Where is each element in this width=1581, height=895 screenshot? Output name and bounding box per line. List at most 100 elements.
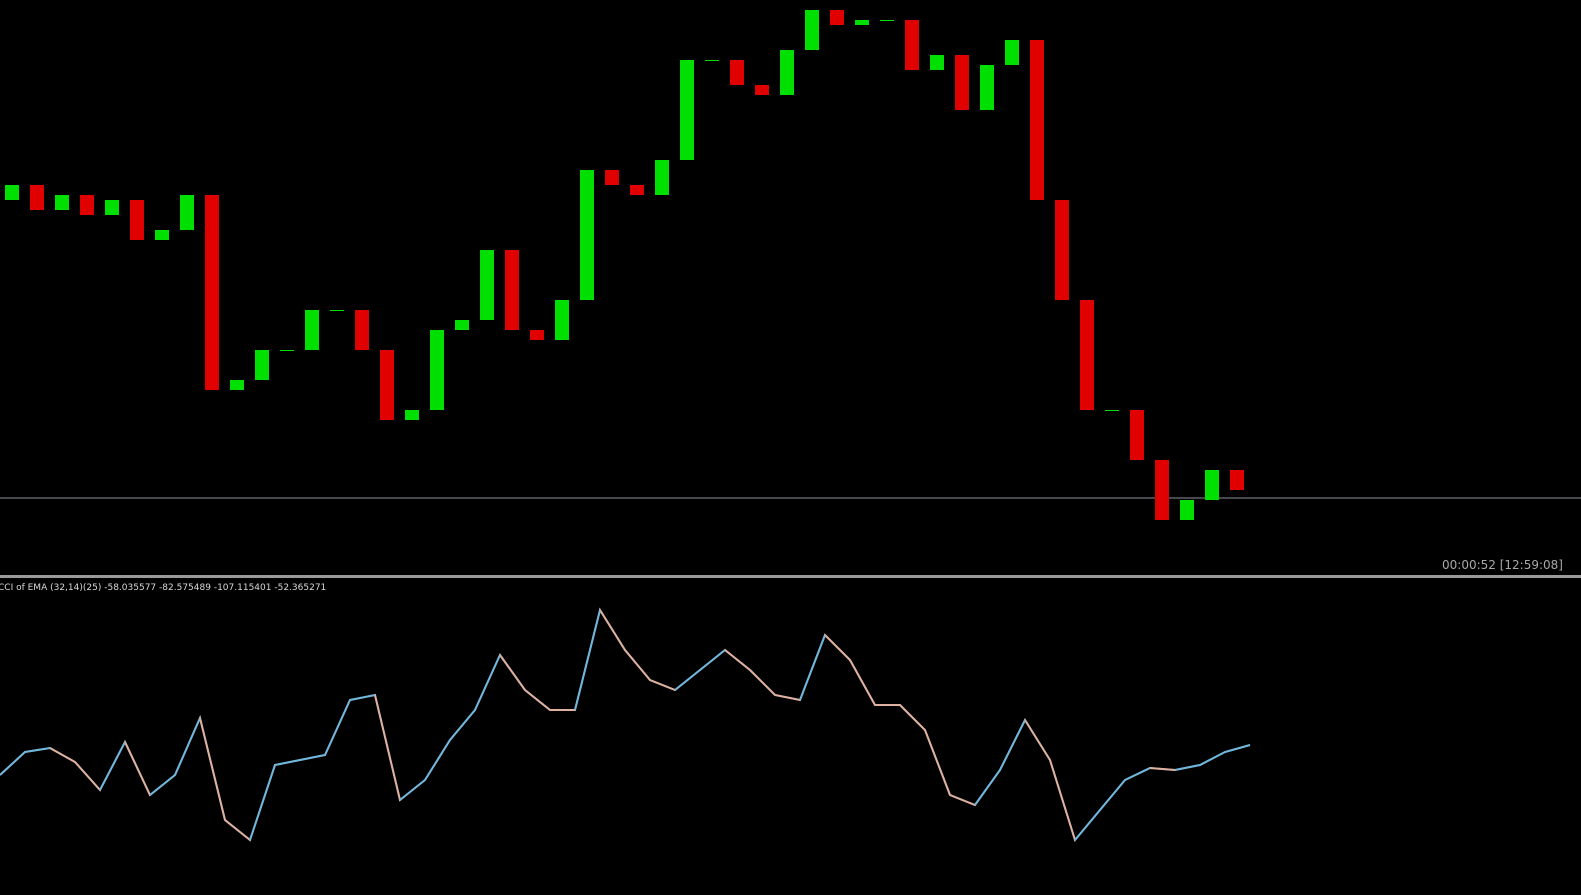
indicator-name: CCI of EMA (32,14)(25) <box>0 583 101 593</box>
candle <box>155 230 169 240</box>
candle <box>655 160 669 195</box>
indicator-value: -82.575489 <box>159 583 211 593</box>
candle <box>205 195 219 390</box>
candle <box>580 170 594 300</box>
cci-segment <box>299 754 326 761</box>
cci-segment <box>1124 767 1151 781</box>
candle <box>1080 300 1094 410</box>
candle <box>430 330 444 410</box>
cci-segment <box>99 741 126 791</box>
cci-segment <box>349 694 376 701</box>
cci-segment <box>374 694 401 801</box>
candle <box>5 185 19 200</box>
cci-segment <box>799 634 826 701</box>
cci-segment <box>724 649 751 671</box>
candle <box>1180 500 1194 520</box>
candle <box>1205 470 1219 500</box>
cci-segment <box>699 649 726 671</box>
cci-segment <box>0 751 26 776</box>
cci-segment <box>49 747 76 763</box>
cci-segment <box>399 779 426 801</box>
cci-segment <box>1149 767 1176 771</box>
candle <box>405 410 419 420</box>
cci-segment <box>424 739 451 781</box>
candle <box>930 55 944 70</box>
indicator-value: -107.115401 <box>214 583 272 593</box>
countdown: 00:00:52 <box>1442 558 1496 572</box>
pane-separator <box>0 575 1581 578</box>
cci-segment <box>949 794 976 806</box>
indicator-value: -58.035577 <box>104 583 156 593</box>
cci-segment <box>899 704 926 731</box>
candle <box>955 55 969 110</box>
timer: 00:00:52 [12:59:08] <box>1442 558 1563 572</box>
candle <box>455 320 469 330</box>
cci-segment <box>1074 809 1101 841</box>
candle <box>1230 470 1244 490</box>
cci-segment <box>674 669 701 691</box>
candle <box>80 195 94 215</box>
candle <box>630 185 644 195</box>
candle <box>180 195 194 230</box>
candle <box>855 20 869 25</box>
candle <box>30 185 44 210</box>
cci-segment <box>449 709 476 741</box>
indicator-label: CCI of EMA (32,14)(25) -58.035577 -82.57… <box>0 583 326 593</box>
cci-segment <box>74 761 101 791</box>
candle <box>330 310 344 311</box>
candle <box>805 10 819 50</box>
cci-segment <box>149 774 176 796</box>
cci-segment <box>999 719 1026 771</box>
candle <box>980 65 994 110</box>
cci-segment <box>924 729 951 796</box>
candle <box>1005 40 1019 65</box>
cci-segment <box>324 699 351 756</box>
cci-segment <box>974 769 1001 806</box>
candle <box>880 20 894 21</box>
candle <box>1030 40 1044 200</box>
cci-segment <box>274 759 301 766</box>
candle <box>355 310 369 350</box>
candle <box>280 350 294 351</box>
candle <box>305 310 319 350</box>
cci-segment <box>174 717 201 776</box>
candle <box>130 200 144 240</box>
cci-segment <box>524 689 551 711</box>
cci-segment <box>474 654 501 711</box>
candle <box>780 50 794 95</box>
candle <box>555 300 569 340</box>
candle <box>55 195 69 210</box>
candle <box>105 200 119 215</box>
cci-segment <box>24 747 51 753</box>
candle <box>730 60 744 85</box>
cci-segment <box>624 649 651 681</box>
cci-segment <box>824 634 851 661</box>
cci-segment <box>1049 759 1076 841</box>
candle <box>755 85 769 95</box>
candle <box>1155 460 1169 520</box>
candle <box>530 330 544 340</box>
cci-segment <box>1224 744 1251 753</box>
candle <box>505 250 519 330</box>
indicator-value: -52.365271 <box>274 583 326 593</box>
cci-segment <box>499 654 526 691</box>
candle <box>680 60 694 160</box>
cci-segment <box>849 659 876 706</box>
cci-segment <box>599 609 626 651</box>
cci-segment <box>574 609 601 711</box>
candle <box>480 250 494 320</box>
cci-segment <box>124 741 151 796</box>
candle <box>380 350 394 420</box>
candle <box>230 380 244 390</box>
candle <box>830 10 844 25</box>
cci-segment <box>224 819 251 841</box>
cci-segment <box>749 669 776 696</box>
cci-segment <box>249 764 276 841</box>
candle <box>605 170 619 185</box>
cci-segment <box>199 717 226 821</box>
cci-segment <box>649 679 676 691</box>
candle <box>1105 410 1119 411</box>
candle <box>255 350 269 380</box>
